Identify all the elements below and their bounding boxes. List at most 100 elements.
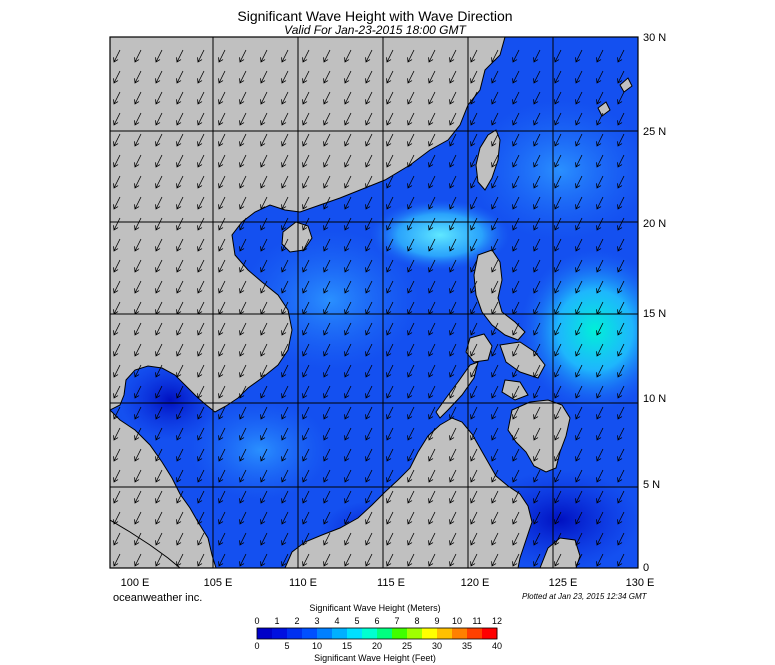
colorbar-segment	[452, 628, 468, 639]
wave-arrow	[449, 175, 457, 189]
wave-arrow	[449, 532, 457, 546]
wave-arrow	[554, 217, 562, 231]
wave-arrow	[554, 259, 562, 273]
wave-arrow	[260, 154, 268, 168]
wave-arrow	[176, 532, 184, 546]
wave-arrow	[239, 133, 247, 147]
colorbar-segment	[287, 628, 303, 639]
wave-arrow	[113, 280, 121, 294]
wave-arrow	[617, 301, 625, 315]
colorbar-title-feet: Significant Wave Height (Feet)	[314, 653, 436, 663]
wave-arrow	[302, 301, 310, 315]
wave-arrow	[596, 217, 604, 231]
wave-arrow	[386, 469, 394, 483]
wave-arrow	[449, 427, 457, 441]
wave-arrow	[386, 364, 394, 378]
wave-arrow	[449, 385, 457, 399]
wave-arrow	[281, 112, 289, 126]
wave-arrow	[533, 49, 541, 63]
wave-arrow	[554, 427, 562, 441]
wave-arrow	[197, 553, 205, 567]
wave-arrow	[470, 532, 478, 546]
wave-arrow	[302, 385, 310, 399]
wave-arrow	[218, 175, 226, 189]
wave-arrow	[365, 91, 373, 105]
wave-arrow	[491, 196, 499, 210]
wave-arrow	[218, 238, 226, 252]
wave-arrow	[512, 238, 520, 252]
lat-label: 0	[643, 562, 650, 574]
wave-arrow	[344, 91, 352, 105]
wave-arrow	[470, 301, 478, 315]
wave-arrow	[197, 469, 205, 483]
wave-arrow	[281, 301, 289, 315]
wave-arrow	[533, 112, 541, 126]
wave-arrow	[323, 49, 331, 63]
wave-arrow	[512, 49, 520, 63]
wave-arrow	[596, 175, 604, 189]
wave-arrow	[365, 427, 373, 441]
wave-arrow	[155, 175, 163, 189]
wave-arrow	[596, 280, 604, 294]
wave-arrow	[386, 532, 394, 546]
wave-arrow	[470, 196, 478, 210]
wave-arrow	[113, 112, 121, 126]
wave-arrow	[407, 427, 415, 441]
wave-arrow	[554, 238, 562, 252]
colorbar-feet-tick: 10	[311, 641, 322, 651]
wave-arrow	[134, 217, 142, 231]
wave-arrow	[617, 406, 625, 420]
wave-arrow	[239, 70, 247, 84]
wave-arrow	[533, 511, 541, 525]
wave-arrow	[575, 196, 583, 210]
wave-arrow	[218, 511, 226, 525]
wave-arrow	[281, 259, 289, 273]
wave-arrow	[596, 553, 604, 567]
wave-arrow	[113, 511, 121, 525]
wave-arrow	[449, 343, 457, 357]
wave-arrow	[344, 112, 352, 126]
wave-arrow	[491, 385, 499, 399]
wave-arrow	[407, 217, 415, 231]
wave-arrow	[491, 280, 499, 294]
wave-arrow	[323, 259, 331, 273]
colorbar-meter-tick: 2	[294, 616, 300, 626]
wave-arrow	[491, 553, 499, 567]
wave-arrow	[344, 175, 352, 189]
wave-arrow	[449, 49, 457, 63]
wave-arrow	[491, 343, 499, 357]
wave-arrow	[617, 385, 625, 399]
lon-label: 115 E	[377, 577, 405, 589]
wave-arrow	[239, 259, 247, 273]
wave-arrow	[575, 511, 583, 525]
wave-arrow	[407, 154, 415, 168]
wave-arrow	[491, 91, 499, 105]
wave-arrow	[176, 406, 184, 420]
wave-arrow	[407, 112, 415, 126]
wave-arrow	[596, 259, 604, 273]
wave-arrow	[386, 175, 394, 189]
wave-arrow	[365, 70, 373, 84]
wave-arrow	[407, 175, 415, 189]
wave-arrow	[239, 196, 247, 210]
wave-arrow	[491, 364, 499, 378]
wave-arrow	[176, 385, 184, 399]
wave-arrow	[428, 469, 436, 483]
wave-arrow	[197, 532, 205, 546]
wave-arrow	[533, 70, 541, 84]
wave-arrow	[218, 427, 226, 441]
wave-arrow	[260, 196, 268, 210]
wave-arrow	[533, 280, 541, 294]
wave-arrow	[365, 49, 373, 63]
wave-arrow	[596, 469, 604, 483]
wave-arrow	[260, 322, 268, 336]
wave-arrow	[554, 49, 562, 63]
wave-arrow	[323, 91, 331, 105]
wave-arrow	[596, 532, 604, 546]
wave-arrow	[113, 238, 121, 252]
wave-arrow	[596, 196, 604, 210]
wave-arrow	[386, 322, 394, 336]
wave-arrow	[302, 364, 310, 378]
wave-arrow	[491, 238, 499, 252]
